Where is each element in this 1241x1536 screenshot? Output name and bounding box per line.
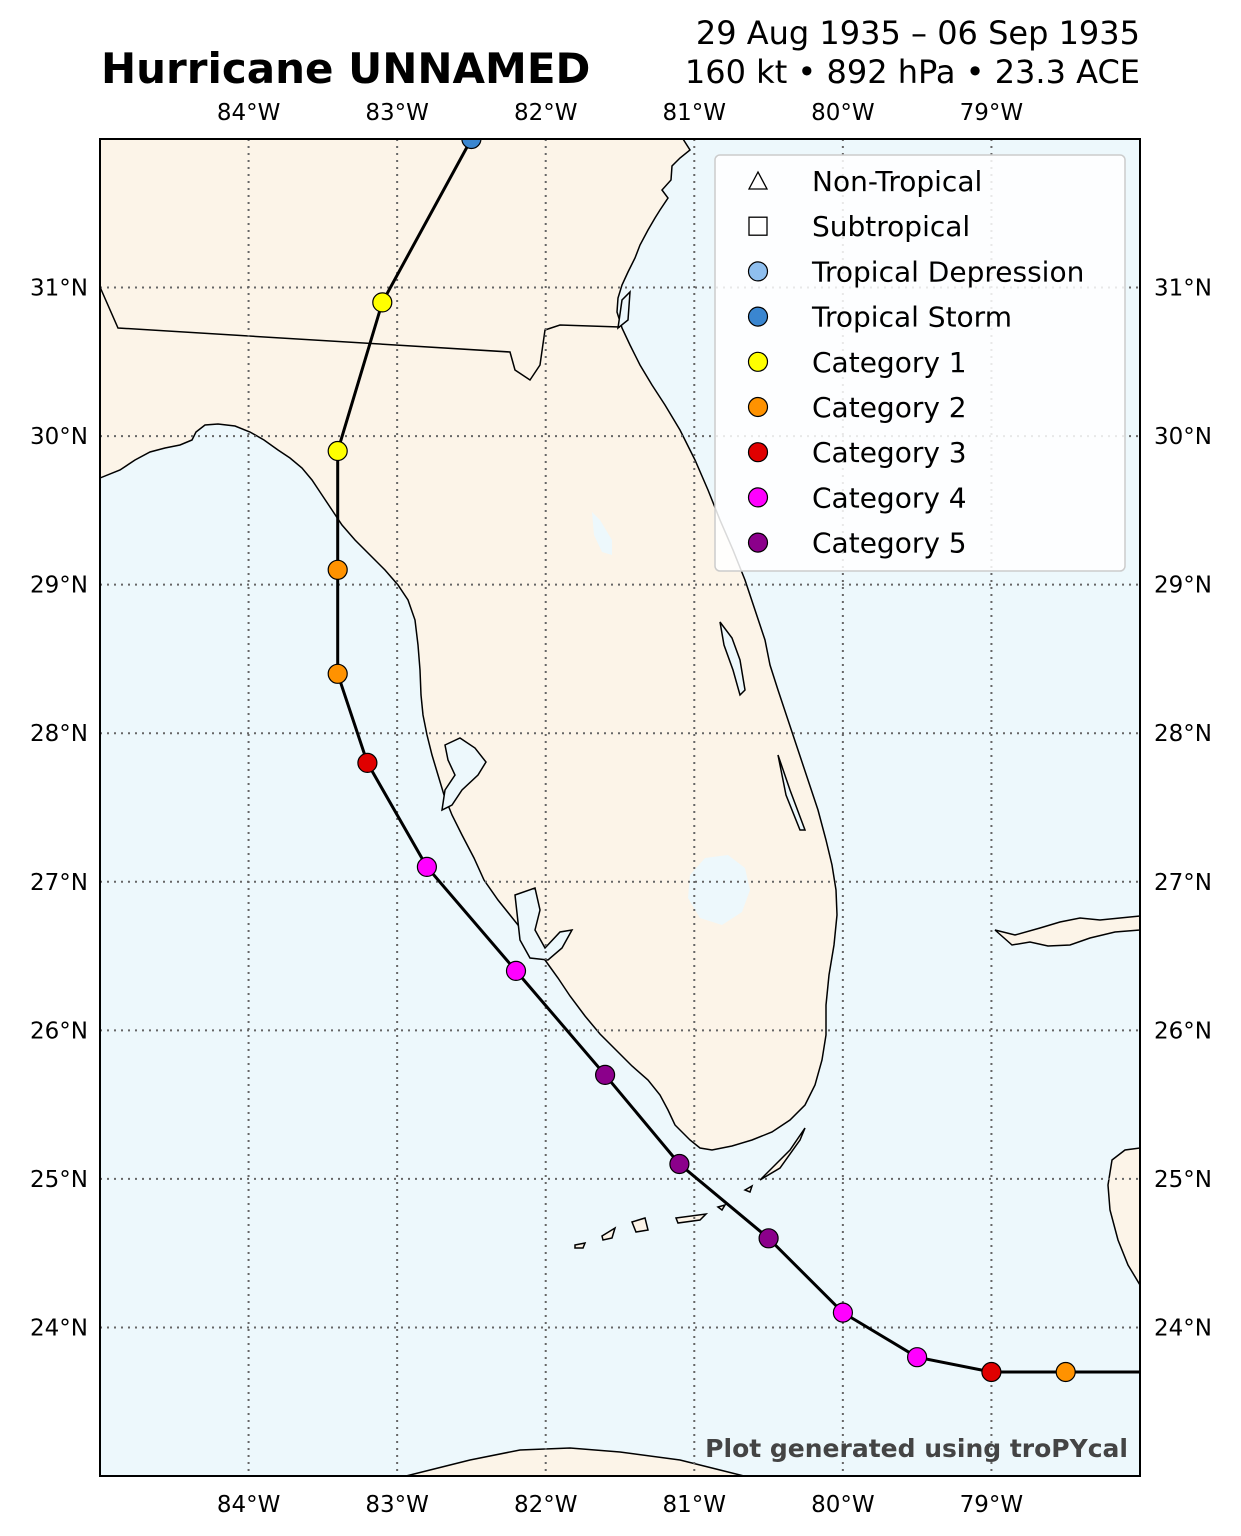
track-point-tropical-storm	[461, 139, 482, 150]
credit-text: Plot generated using troPYcal	[705, 1434, 1128, 1463]
right-lat-label: 24°N	[1154, 1315, 1212, 1341]
florida-keys	[574, 1127, 806, 1249]
track-point-category-1	[327, 440, 348, 462]
legend-label-non-tropical: Non-Tropical	[812, 165, 982, 198]
circle-icon	[747, 532, 769, 553]
lake-okeechobee	[688, 855, 750, 925]
left-lat-label: 24°N	[30, 1315, 88, 1341]
triangle-icon	[747, 170, 769, 190]
legend: Non-Tropical Subtropical Tropical Depressi…	[714, 154, 1126, 572]
legend-box	[714, 154, 1126, 572]
top-lon-label: 80°W	[811, 100, 875, 126]
legend-label-subtropical: Subtropical	[812, 210, 970, 243]
storm-summary: 29 Aug 1935 – 06 Sep 1935 160 kt • 892 h…	[685, 14, 1140, 92]
barrier-island	[719, 621, 746, 697]
florida-landmass	[100, 139, 838, 1151]
bottom-lon-label: 81°W	[663, 1492, 727, 1518]
track-point-category-1	[372, 292, 393, 313]
legend-label-category-1: Category 1	[812, 346, 967, 379]
track-point-category-4	[832, 1302, 854, 1323]
legend-label-tropical-storm: Tropical Storm	[811, 301, 1012, 334]
legend-label-category-3: Category 3	[812, 436, 967, 469]
left-lat-label: 30°N	[30, 424, 88, 450]
barrier-island-2	[777, 754, 807, 831]
legend-label-category-2: Category 2	[812, 391, 967, 424]
track-point-category-5	[758, 1228, 779, 1249]
right-lat-label: 25°N	[1154, 1167, 1212, 1193]
legend-label-category-4: Category 4	[812, 481, 967, 514]
bottom-lon-label: 79°W	[960, 1492, 1024, 1518]
charlotte-harbor	[514, 887, 574, 961]
andros-island	[1107, 1147, 1140, 1287]
storm-track-points	[327, 139, 1076, 1383]
bottom-lon-label: 84°W	[217, 1492, 281, 1518]
right-lat-label: 26°N	[1154, 1018, 1212, 1044]
right-lat-label: 31°N	[1154, 276, 1212, 302]
track-point-category-2	[327, 559, 348, 580]
right-lat-label: 29°N	[1154, 573, 1212, 599]
left-lat-label: 31°N	[30, 276, 88, 302]
left-lat-label: 28°N	[30, 721, 88, 747]
track-point-category-3	[981, 1361, 1002, 1383]
circle-icon	[747, 396, 769, 418]
circle-icon	[747, 261, 769, 282]
circle-icon	[747, 442, 769, 463]
right-lat-label: 27°N	[1154, 870, 1212, 896]
bahamas-island	[994, 915, 1140, 947]
track-point-category-4	[416, 856, 437, 878]
track-point-category-4	[906, 1347, 928, 1368]
graticule	[100, 139, 1140, 1476]
river-notch	[616, 290, 631, 330]
top-lon-label: 83°W	[365, 100, 429, 126]
square-icon	[748, 216, 768, 236]
track-point-category-4	[505, 960, 527, 982]
legend-label-tropical-depression: Tropical Depression	[811, 255, 1084, 288]
track-point-category-5	[594, 1064, 616, 1086]
track-point-category-2	[1055, 1361, 1076, 1383]
land-layer	[100, 139, 1140, 1476]
storm-stats: 160 kt • 892 hPa • 23.3 ACE	[684, 53, 1140, 91]
track-point-category-5	[669, 1153, 690, 1175]
track-point-category-3	[357, 752, 378, 774]
bottom-lon-label: 80°W	[811, 1492, 875, 1518]
legend-label-category-5: Category 5	[812, 527, 967, 560]
circle-icon	[747, 351, 769, 372]
map-title: Hurricane UNNAMED	[101, 44, 591, 93]
storm-track-line	[336, 139, 1140, 1374]
right-lat-label: 30°N	[1154, 424, 1212, 450]
bottom-lon-label: 82°W	[514, 1492, 578, 1518]
left-lat-label: 26°N	[30, 1018, 88, 1044]
left-lat-label: 29°N	[30, 573, 88, 599]
top-lon-label: 81°W	[663, 100, 727, 126]
top-lon-label: 84°W	[217, 100, 281, 126]
map-frame	[99, 138, 1141, 1477]
interior-lake	[592, 512, 612, 555]
right-lat-label: 28°N	[1154, 721, 1212, 747]
tampa-bay	[441, 737, 487, 812]
circle-icon	[747, 306, 769, 327]
bottom-lon-label: 83°W	[365, 1492, 429, 1518]
axis-tick-labels: 84°W 84°W 83°W 83°W 82°W 82°W 81°W 81°W 80°W 80°W…	[30, 100, 1212, 1518]
top-lon-label: 82°W	[514, 100, 578, 126]
circle-icon	[747, 487, 769, 508]
left-lat-label: 27°N	[30, 870, 88, 896]
date-range: 29 Aug 1935 – 06 Sep 1935	[695, 14, 1140, 52]
left-lat-label: 25°N	[30, 1167, 88, 1193]
track-point-category-2	[327, 663, 348, 684]
top-lon-label: 79°W	[960, 100, 1024, 126]
